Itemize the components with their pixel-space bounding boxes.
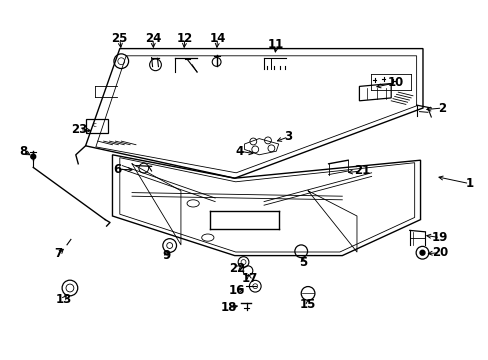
Text: 14: 14 [209, 32, 225, 45]
Text: 8: 8 [20, 145, 27, 158]
Text: 24: 24 [144, 32, 161, 45]
Text: 5: 5 [299, 256, 306, 269]
Text: 7: 7 [55, 247, 62, 260]
Text: 13: 13 [55, 293, 72, 306]
Text: 2: 2 [438, 102, 446, 114]
Text: 19: 19 [431, 231, 447, 244]
Text: 11: 11 [267, 39, 284, 51]
Text: 6: 6 [113, 163, 121, 176]
Text: 10: 10 [387, 76, 404, 89]
Text: 23: 23 [71, 123, 88, 136]
Text: 22: 22 [228, 262, 245, 275]
Text: 3: 3 [284, 130, 292, 143]
Text: 17: 17 [241, 273, 257, 285]
Text: 9: 9 [162, 249, 170, 262]
Circle shape [31, 154, 36, 159]
Text: 1: 1 [465, 177, 472, 190]
Text: 21: 21 [353, 165, 369, 177]
Text: 16: 16 [228, 284, 244, 297]
Text: 25: 25 [111, 32, 128, 45]
Text: 20: 20 [431, 246, 447, 259]
Text: 18: 18 [220, 301, 237, 314]
Text: c: c [92, 122, 96, 128]
Circle shape [419, 250, 424, 255]
Text: 4: 4 [235, 145, 243, 158]
Text: 12: 12 [176, 32, 193, 45]
Text: 15: 15 [299, 298, 316, 311]
